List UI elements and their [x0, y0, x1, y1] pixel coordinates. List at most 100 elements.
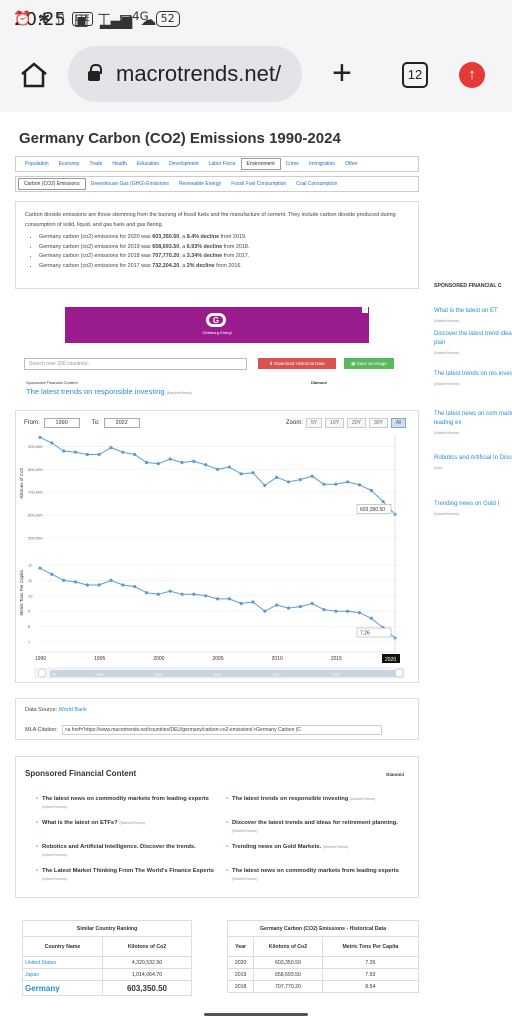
zoom-all[interactable]: All [390, 418, 407, 428]
banner-ad[interactable]: G Göteborg Energi ✕ [65, 307, 369, 343]
x-hover-label: 2020 [385, 657, 396, 663]
data-point [62, 449, 66, 453]
nav-item-immigration[interactable]: Immigration [308, 161, 336, 167]
navigator-label: 1995 [95, 673, 103, 677]
series-line [39, 567, 396, 639]
world-bank-link[interactable]: World Bank [58, 707, 87, 713]
sidebar-ad-item[interactable]: What is the latest on ET (MarketViews) [434, 308, 498, 323]
last-value-box [356, 504, 392, 514]
data-point [215, 597, 220, 601]
nav-item-environment[interactable]: Environment [240, 158, 281, 170]
subnav-item-4[interactable]: Coal Consumption [296, 181, 338, 187]
data-point [346, 609, 350, 613]
data-point [121, 450, 125, 454]
mail-icon: ✉ [118, 9, 133, 29]
ad-close-icon[interactable]: ✕ [361, 307, 368, 313]
emissions-bullet: Germany carbon (co2) emissions for 2020 … [39, 233, 409, 243]
home-gesture-pill[interactable] [204, 1013, 308, 1016]
mla-citation-field[interactable]: <a href='https://www.macrotrends.net/cou… [61, 725, 382, 735]
sponsored-content-box: Sponsored Financial Content Dianomi The … [15, 756, 419, 898]
sponsored-label: Sponsored Financial Content [26, 380, 78, 385]
x-hover-box [382, 654, 400, 663]
nav-item-other[interactable]: Other [345, 161, 358, 167]
nav-item-population[interactable]: Population [25, 161, 49, 167]
battery-icon: 52 [155, 11, 180, 27]
data-point [334, 609, 338, 613]
sponsored-item[interactable]: The latest news on commodity markets fro… [36, 795, 222, 811]
data-point [275, 603, 279, 607]
sponsored-item[interactable]: The latest news on commodity markets fro… [226, 867, 412, 883]
sponsored-item[interactable]: What is the latest on ETFs? (MarketViews… [36, 819, 222, 827]
page-title: Germany Carbon (CO2) Emissions 1990-2024 [19, 130, 341, 147]
data-point [121, 583, 125, 587]
zoom-10y[interactable]: 10Y [325, 418, 345, 428]
nav-item-economy[interactable]: Economy [58, 161, 80, 167]
from-input[interactable]: 1990 [43, 418, 80, 428]
sidebar-ad-item[interactable]: The latest news on com markets from lead… [434, 411, 512, 435]
description-text: Carbon dioxide emissions are those stemm… [25, 212, 396, 228]
sponsored-item[interactable]: The Latest Market Thinking From The Worl… [36, 867, 222, 883]
country-search-input[interactable]: Search over 200 countries... [24, 358, 247, 370]
nav-item-trade[interactable]: Trade [89, 161, 103, 167]
data-point [381, 500, 385, 504]
y-tick-label: 12 [28, 563, 33, 568]
sponsored-link[interactable]: The latest trends on responsible investi… [26, 387, 193, 396]
status-time: 20:25 [14, 8, 66, 30]
subnav-item-2[interactable]: Renewable Energy [178, 181, 222, 187]
subnav-item-3[interactable]: Fossil Fuel Consumption [231, 181, 287, 187]
to-input[interactable]: 2022 [103, 418, 140, 428]
sidebar-ad-item[interactable]: Robotics and Artificial In Discover the … [434, 455, 512, 470]
nav-item-labor-force[interactable]: Labor Force [208, 161, 236, 167]
status-bar: 20:25 ▣ ⊤ ✉ ☁ ⏰ ✱ ▯ LTE ▂▄▆4G 52 [0, 0, 512, 38]
home-icon[interactable] [20, 62, 48, 88]
update-icon[interactable]: ↑ [459, 62, 485, 88]
series-line [39, 436, 396, 515]
save-image-button[interactable]: ▣ Save as Image [344, 358, 394, 369]
emissions-chart[interactable]: 900,000 800,000 700,000 600,000 500,000 Kilot… [15, 430, 419, 683]
tab-count-button[interactable]: 12 [402, 62, 428, 88]
lock-icon [88, 64, 102, 81]
data-point [144, 460, 149, 465]
nav-item-education[interactable]: Education [136, 161, 160, 167]
cloud-icon: ☁ [140, 9, 157, 29]
new-tab-icon[interactable]: + [332, 54, 352, 92]
data-point [239, 472, 243, 476]
data-point [310, 601, 314, 606]
sponsored-item[interactable]: The latest trends on responsible investi… [226, 795, 412, 803]
subnav-item-1[interactable]: Greenhouse Gas (GHG) Emissions [90, 181, 169, 187]
sidebar-ad-item[interactable]: The latest trends on res investing(Marke… [434, 371, 512, 386]
x-tick-label: 2005 [213, 656, 224, 662]
last-value-box [356, 627, 392, 638]
data-point [50, 441, 54, 445]
goteborg-energi-logo: G [206, 313, 226, 327]
x-tick-label: 2000 [153, 656, 164, 662]
data-point [227, 597, 231, 601]
sidebar-ad-item[interactable]: Discover the latest trend ideas for reti… [434, 331, 512, 355]
nav-item-crime[interactable]: Crime [285, 161, 299, 167]
alarm-icon: ⏰ [14, 11, 32, 27]
navigator-label: 2000 [154, 673, 162, 677]
sponsored-item[interactable]: Trending news on Gold Markets. (MarketVi… [226, 843, 412, 851]
data-point [263, 483, 267, 487]
data-point [322, 608, 326, 612]
nav-item-development[interactable]: Development [169, 161, 199, 167]
dianomi-logo: Dianomi [386, 772, 404, 777]
data-point [334, 482, 338, 486]
x-tick-label: 1995 [94, 656, 105, 662]
table-row: 2018 707,770.20 8.54 [226, 980, 420, 993]
zoom-5y[interactable]: 5Y [306, 418, 323, 428]
navigator-label: 2005 [214, 673, 222, 677]
nav-item-health[interactable]: Health [112, 161, 127, 167]
subnav-item-0[interactable]: Carbon (CO2) Emissions [18, 178, 86, 190]
y-tick-label: 11 [28, 578, 33, 583]
sidebar-ad-item[interactable]: Trending news on Gold I (MarketViews) [434, 501, 500, 516]
zoom-20y[interactable]: 20Y [347, 418, 366, 428]
sponsor-brand: Dianomi [311, 380, 327, 385]
zoom-30y[interactable]: 30Y [368, 418, 388, 428]
sponsored-item[interactable]: Discover the latest trends and ideas for… [226, 819, 412, 835]
address-bar[interactable]: macrotrends.net/ [68, 46, 302, 102]
sponsored-item[interactable]: Robotics and Artificial Intelligence. Di… [36, 843, 222, 859]
emissions-bullet: Germany carbon (co2) emissions for 2018 … [39, 252, 409, 262]
similar-country-ranking-table: Similar Country Ranking Country Name Kilot… [22, 920, 193, 996]
download-data-button[interactable]: ⬇ Download Historical Data [258, 358, 336, 369]
